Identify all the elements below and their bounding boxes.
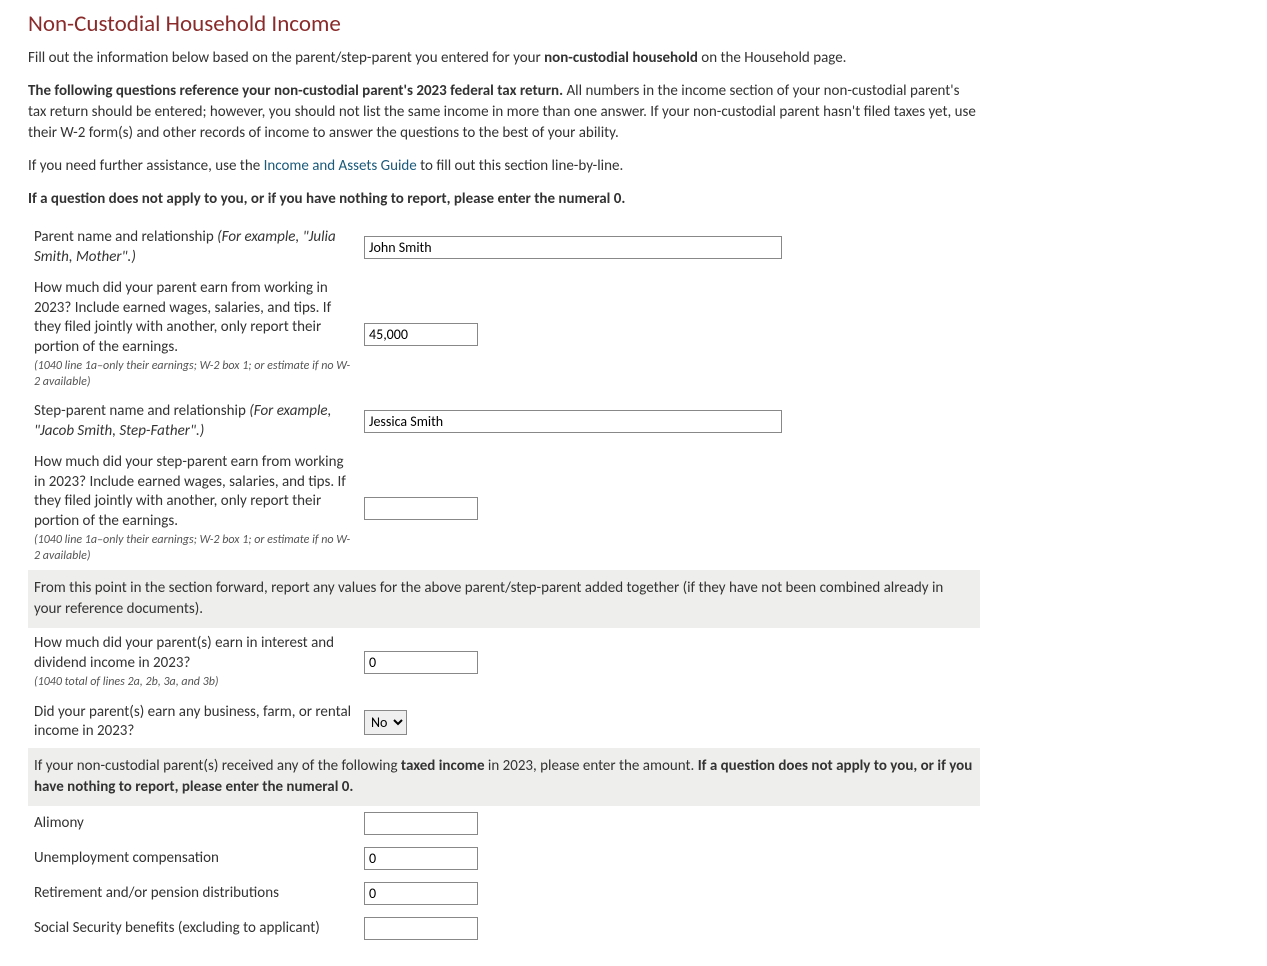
row-stepparent-name: Step-parent name and relationship (For e…: [28, 396, 980, 447]
label-interest-dividend: How much did your parent(s) earn in inte…: [34, 634, 364, 691]
section-note-combined: From this point in the section forward, …: [28, 570, 980, 628]
label-stepparent-earnings: How much did your step-parent earn from …: [34, 453, 364, 564]
input-stepparent-name[interactable]: [364, 410, 782, 433]
section-note-taxed-income: If your non-custodial parent(s) received…: [28, 748, 980, 806]
label-parent-earnings: How much did your parent earn from worki…: [34, 279, 364, 390]
row-retirement: Retirement and/or pension distributions: [28, 876, 980, 911]
intro-line-4: If a question does not apply to you, or …: [28, 189, 980, 210]
row-parent-earnings: How much did your parent earn from worki…: [28, 273, 980, 396]
input-interest-dividend[interactable]: [364, 651, 478, 674]
row-business-income: Did your parent(s) earn any business, fa…: [28, 697, 980, 748]
input-alimony[interactable]: [364, 812, 478, 835]
label-stepparent-name: Step-parent name and relationship (For e…: [34, 402, 364, 441]
label-alimony: Alimony: [34, 814, 364, 834]
label-unemployment: Unemployment compensation: [34, 849, 364, 869]
row-parent-name: Parent name and relationship (For exampl…: [28, 222, 980, 273]
row-stepparent-earnings: How much did your step-parent earn from …: [28, 447, 980, 570]
row-alimony: Alimony: [28, 806, 980, 841]
label-social-security: Social Security benefits (excluding to a…: [34, 919, 364, 939]
label-business-income: Did your parent(s) earn any business, fa…: [34, 703, 364, 742]
intro-line-2: The following questions reference your n…: [28, 81, 980, 144]
input-parent-name[interactable]: [364, 236, 782, 259]
input-retirement[interactable]: [364, 882, 478, 905]
input-parent-earnings[interactable]: [364, 323, 478, 346]
label-parent-name: Parent name and relationship (For exampl…: [34, 228, 364, 267]
input-social-security[interactable]: [364, 917, 478, 940]
row-unemployment: Unemployment compensation: [28, 841, 980, 876]
page-title: Non-Custodial Household Income: [28, 10, 980, 38]
intro-line-3: If you need further assistance, use the …: [28, 156, 980, 177]
input-unemployment[interactable]: [364, 847, 478, 870]
row-social-security: Social Security benefits (excluding to a…: [28, 911, 980, 946]
row-interest-dividend: How much did your parent(s) earn in inte…: [28, 628, 980, 697]
label-retirement: Retirement and/or pension distributions: [34, 884, 364, 904]
input-stepparent-earnings[interactable]: [364, 497, 478, 520]
select-business-income[interactable]: No: [364, 710, 407, 735]
income-assets-guide-link[interactable]: Income and Assets Guide: [264, 157, 417, 175]
intro-line-1: Fill out the information below based on …: [28, 48, 980, 69]
